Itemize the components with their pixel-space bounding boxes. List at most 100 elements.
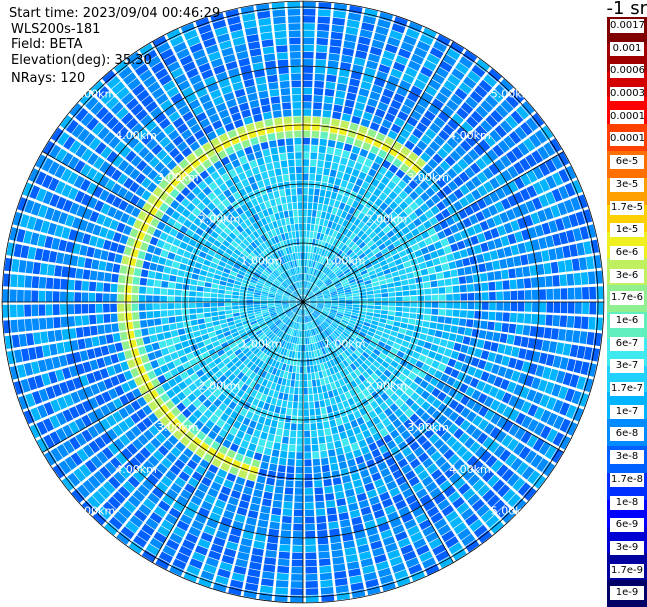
beta-gate <box>74 280 82 291</box>
beta-gate <box>291 566 303 574</box>
beta-gate <box>246 299 253 302</box>
beta-gate <box>345 488 355 498</box>
beta-gate <box>198 135 209 146</box>
beta-gate <box>296 289 300 296</box>
beta-gate <box>294 387 299 395</box>
beta-gate <box>453 293 460 301</box>
beta-gate <box>499 449 512 462</box>
beta-gate <box>401 464 412 475</box>
beta-gate <box>371 472 382 482</box>
beta-gate <box>408 372 417 381</box>
beta-gate <box>103 303 110 313</box>
beta-gate <box>270 96 281 104</box>
beta-gate <box>308 292 314 298</box>
beta-gate <box>227 129 238 139</box>
beta-gate <box>196 431 207 441</box>
beta-gate <box>358 499 370 509</box>
beta-gate <box>173 358 182 367</box>
beta-gate <box>229 185 238 194</box>
beta-gate <box>96 314 104 324</box>
beta-gate <box>288 451 296 459</box>
beta-gate <box>211 458 222 468</box>
beta-gate <box>45 386 56 400</box>
beta-gate <box>282 174 290 182</box>
beta-gate <box>63 253 72 265</box>
beta-gate <box>324 161 332 169</box>
beta-gate <box>198 404 208 414</box>
beta-gate <box>259 97 270 106</box>
beta-gate <box>443 324 451 332</box>
beta-gate <box>417 435 428 446</box>
beta-gate <box>61 152 74 166</box>
beta-gate <box>347 413 356 422</box>
beta-gate <box>405 329 414 337</box>
beta-gate <box>258 277 266 283</box>
beta-gate <box>544 445 557 460</box>
beta-gate <box>235 216 244 225</box>
beta-gate <box>335 90 346 99</box>
beta-gate <box>386 480 398 491</box>
beta-gate <box>265 440 274 449</box>
beta-gate <box>567 302 575 314</box>
beta-gate <box>176 48 190 60</box>
beta-gate <box>384 356 393 364</box>
beta-gate <box>472 479 485 492</box>
beta-gate <box>158 179 169 190</box>
beta-gate <box>218 289 225 294</box>
beta-gate <box>533 406 545 420</box>
beta-gate <box>373 263 381 270</box>
beta-gate <box>248 216 256 224</box>
beta-gate <box>439 160 451 172</box>
beta-gate <box>92 224 102 236</box>
beta-gate <box>140 242 149 252</box>
beta-gate <box>127 136 140 149</box>
beta-gate <box>13 380 24 395</box>
beta-gate <box>403 35 417 46</box>
beta-gate <box>258 17 272 26</box>
beta-gate <box>235 260 243 267</box>
beta-gate <box>332 388 339 397</box>
beta-gate <box>133 239 142 249</box>
beta-gate <box>347 159 356 168</box>
beta-gate <box>374 554 387 564</box>
beta-gate <box>446 99 459 112</box>
beta-gate <box>426 445 437 457</box>
beta-gate <box>190 279 198 286</box>
beta-gate <box>160 303 168 310</box>
beta-gate <box>419 333 427 341</box>
beta-gate <box>210 481 222 492</box>
beta-gate <box>304 288 307 296</box>
beta-gate <box>303 259 305 267</box>
beta-gate <box>110 313 118 323</box>
beta-gate <box>460 102 474 115</box>
beta-gate <box>321 457 329 466</box>
beta-gate <box>212 19 227 30</box>
beta-gate <box>89 235 98 247</box>
beta-gate <box>171 165 182 176</box>
beta-gate <box>247 287 255 292</box>
beta-gate <box>274 319 281 325</box>
beta-gate <box>265 248 272 256</box>
beta-gate <box>398 506 411 517</box>
beta-gate <box>345 306 353 310</box>
beta-gate <box>351 516 363 526</box>
beta-gate <box>314 224 319 232</box>
beta-gate <box>317 386 323 394</box>
beta-gate <box>112 332 121 343</box>
beta-gate <box>242 71 254 81</box>
beta-gate <box>335 141 344 150</box>
beta-gate <box>347 85 359 94</box>
beta-gate <box>328 252 334 260</box>
beta-gate <box>548 341 558 354</box>
beta-gate <box>126 98 139 111</box>
beta-gate <box>71 489 85 503</box>
beta-gate <box>458 171 470 183</box>
beta-gate <box>268 332 275 339</box>
beta-gate <box>496 402 507 415</box>
beta-gate <box>254 173 262 182</box>
beta-gate <box>473 244 482 254</box>
beta-gate <box>231 356 240 364</box>
beta-gate <box>256 157 265 166</box>
beta-gate <box>497 225 507 236</box>
beta-gate <box>453 302 460 309</box>
